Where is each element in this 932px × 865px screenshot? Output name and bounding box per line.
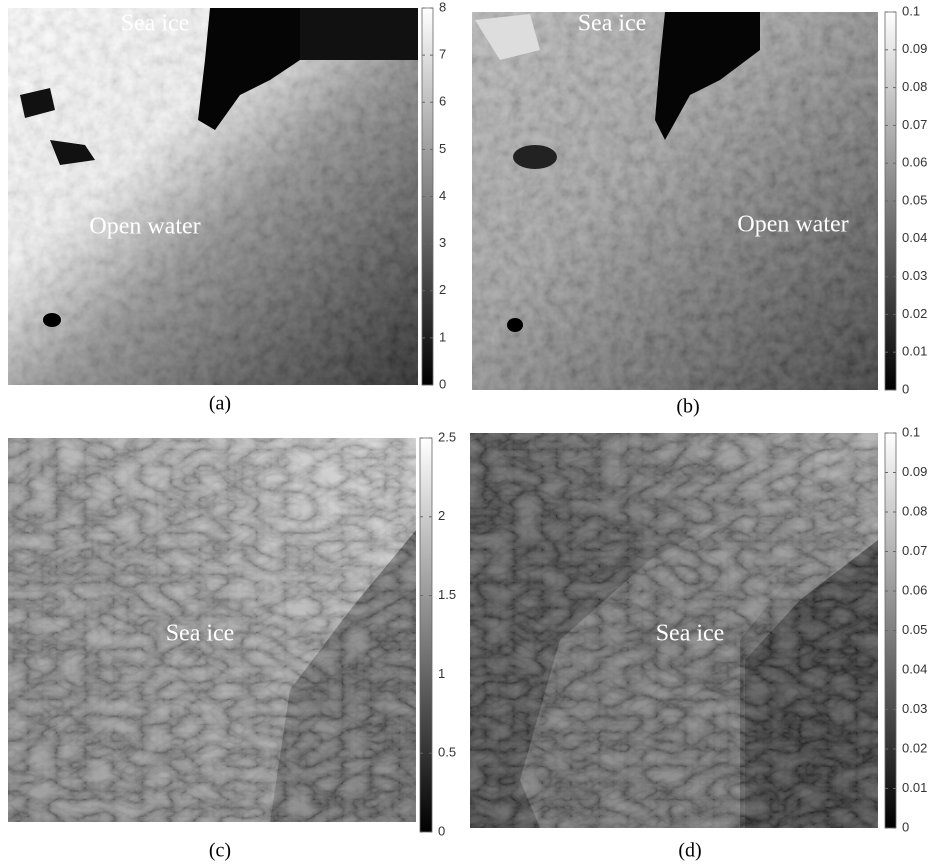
tick-label: 0	[438, 823, 445, 838]
tick-label: 0	[439, 376, 446, 391]
image-b	[472, 12, 878, 390]
tick-label: 0.05	[902, 192, 927, 207]
tick-label: 0.09	[902, 464, 927, 479]
image-a	[8, 8, 418, 385]
tick-label: 8	[439, 0, 446, 14]
tick-label: 0.02	[902, 306, 927, 321]
tick-label: 0.04	[902, 661, 927, 676]
annotation: Sea ice	[166, 621, 235, 647]
tick-label: 2.5	[438, 429, 456, 444]
tick-label: 7	[439, 47, 446, 62]
tick-label: 1	[439, 329, 446, 344]
tick-label: 0.04	[902, 230, 927, 245]
tick-label: 0.03	[902, 268, 927, 283]
tick-label: 0.09	[902, 41, 927, 56]
tick-label: 0	[902, 819, 909, 834]
tick-label: 3	[439, 235, 446, 250]
tick-label: 0.07	[902, 117, 927, 132]
tick-label: 0.5	[438, 745, 456, 760]
tick-label: 0.01	[902, 344, 927, 359]
tick-label: 0.03	[902, 701, 927, 716]
image-d	[470, 433, 878, 828]
tick-label: 0.08	[902, 503, 927, 518]
tick-label: 0.02	[902, 740, 927, 755]
tick-label: 0.05	[902, 622, 927, 637]
tick-label: 5	[439, 141, 446, 156]
panel-label: (b)	[676, 396, 699, 418]
tick-label: 0.06	[902, 582, 927, 597]
colorbar	[419, 437, 433, 833]
tick-label: 0.1	[902, 424, 920, 439]
tick-label: 0.01	[902, 780, 927, 795]
annotation: Sea ice	[578, 11, 647, 37]
tick-label: 1.5	[438, 587, 456, 602]
tick-label: 0.08	[902, 79, 927, 94]
tick-label: 2	[439, 282, 446, 297]
tick-label: 4	[439, 188, 446, 203]
annotation: Open water	[89, 214, 200, 240]
panel-label: (c)	[209, 840, 231, 862]
tick-label: 0	[902, 381, 909, 396]
annotation: Sea ice	[656, 621, 725, 647]
annotation: Sea ice	[121, 11, 190, 37]
tick-label: 6	[439, 94, 446, 109]
tick-label: 0.07	[902, 543, 927, 558]
image-c	[8, 438, 416, 822]
tick-label: 0.1	[902, 3, 920, 18]
panel-label: (d)	[678, 840, 701, 862]
annotation: Open water	[737, 212, 848, 238]
panel-label: (a)	[209, 393, 231, 415]
tick-label: 2	[438, 508, 445, 523]
tick-label: 1	[438, 666, 445, 681]
tick-label: 0.06	[902, 155, 927, 170]
